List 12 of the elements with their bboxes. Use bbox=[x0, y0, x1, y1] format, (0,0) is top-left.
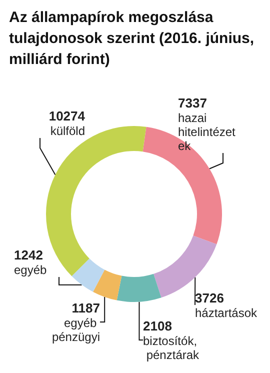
slice-label: háztartások bbox=[195, 306, 258, 320]
data-label: 2108 bbox=[143, 318, 172, 334]
data-label: 1242 bbox=[14, 248, 43, 262]
slice-label: hazai hitelintézetek bbox=[178, 111, 236, 153]
slice-label: biztosítók, pénztárak bbox=[143, 334, 200, 362]
slice-label: külföld bbox=[50, 124, 85, 138]
chart-title: Az állampapírok megoszlása tulajdonosok szerint (2016. június, milliárd forint) bbox=[9, 9, 258, 68]
data-label: 10274 bbox=[48, 108, 86, 124]
data-label: 1187 bbox=[72, 300, 100, 316]
data-label: 7337 bbox=[178, 96, 207, 110]
slice-label: egyéb pénzügyi bbox=[52, 316, 100, 344]
slice-label: egyéb bbox=[14, 263, 48, 277]
